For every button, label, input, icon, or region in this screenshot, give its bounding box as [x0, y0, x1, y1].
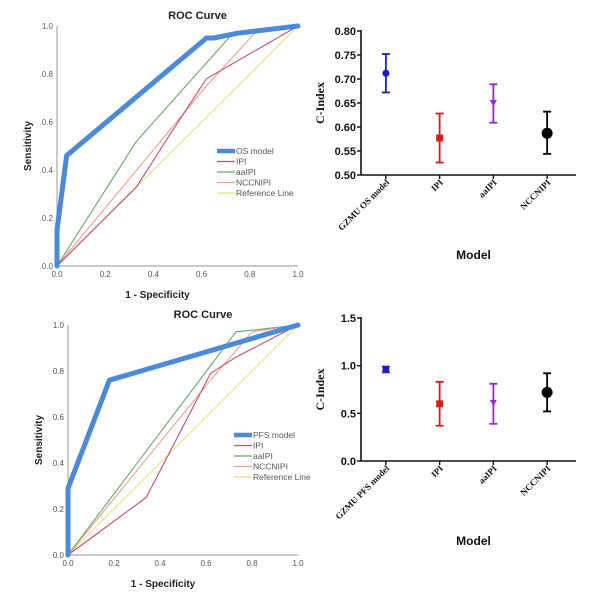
y-tick-label: 0.50	[335, 170, 356, 182]
roc-line-aaipi	[67, 324, 299, 556]
roc-line-ipi	[56, 25, 299, 267]
x-tick-label: aaIPI	[477, 177, 500, 200]
x-axis-label: Model	[456, 248, 491, 262]
x-tick-label: 0.8	[244, 270, 256, 279]
data-point	[382, 69, 390, 77]
x-tick-label: 0.6	[196, 270, 208, 279]
y-tick-label: 0.0	[341, 456, 356, 468]
chart-title: ROC Curve	[174, 309, 233, 321]
x-tick-label: NCCNIPI	[518, 177, 553, 212]
x-tick-label: GZMU PFS model	[333, 463, 391, 521]
y-tick-label: 0.65	[335, 98, 356, 110]
legend-label: Reference Line	[236, 188, 294, 198]
x-axis-label: Model	[456, 534, 491, 548]
data-point	[436, 400, 444, 408]
y-tick-label: 1.0	[53, 321, 65, 330]
x-tick-label: GZMU OS model	[336, 177, 392, 233]
y-tick-label: 0.80	[335, 26, 356, 38]
roc-line-ipi	[67, 324, 299, 556]
y-tick-label: 0.2	[42, 214, 54, 223]
y-tick-label: 0.4	[42, 166, 54, 175]
roc-chart-2: ROC Curve 0.0 0.2 0.4 0.6 0.8 1.0 0.0 0.2 0.4 0.6 0…	[34, 309, 311, 590]
x-axis-label: 1 - Specificity	[131, 579, 196, 590]
data-point	[541, 127, 553, 139]
x-tick-label: 0.0	[51, 270, 63, 279]
roc-chart-0: ROC Curve 0.0 0.2 0.4 0.6 0.8 1.0 0.0 0.2 0.4 0.6 0…	[23, 10, 304, 301]
y-axis-label: C-Index	[313, 82, 327, 124]
legend-label: OS model	[236, 146, 274, 156]
data-point	[489, 100, 497, 107]
x-tick-label: IPI	[429, 177, 445, 193]
roc-line-reference-line	[67, 324, 299, 556]
x-axis-label: 1 - Specificity	[125, 290, 190, 301]
y-tick-label: 1.0	[341, 361, 356, 373]
y-tick-label: 0.0	[42, 262, 54, 271]
x-tick-label: 0.8	[246, 559, 258, 568]
y-tick-label: 0.5	[341, 408, 356, 420]
data-point	[541, 386, 553, 398]
y-tick-label: 0.8	[53, 367, 65, 376]
x-tick-label: 0.2	[108, 559, 120, 568]
x-tick-label: 0.4	[148, 270, 160, 279]
cindex-chart-3: 0.0 0.5 1.0 1.5 C-Index GZMU PFS model IPI aaIP…	[313, 313, 576, 548]
legend-label: aaIPI	[236, 167, 256, 177]
data-point	[382, 365, 390, 373]
legend-label: aaIPI	[253, 451, 273, 461]
y-axis-label: Sensitivity	[23, 121, 34, 171]
x-tick-label: 0.4	[154, 559, 166, 568]
y-tick-label: 1.5	[341, 313, 356, 325]
y-tick-label: 0.75	[335, 50, 356, 62]
y-tick-label: 0.70	[335, 74, 356, 86]
chart-title: ROC Curve	[168, 10, 227, 22]
roc-line-os-model	[54, 23, 301, 269]
y-axis-label: C-Index	[313, 368, 327, 410]
x-tick-label: 0.6	[200, 559, 212, 568]
y-axis-label: Sensitivity	[34, 415, 45, 465]
roc-line-nccnipi	[67, 324, 299, 556]
y-tick-label: 0.4	[53, 459, 65, 468]
y-tick-label: 0.6	[53, 413, 65, 422]
data-point	[436, 134, 444, 142]
y-tick-label: 0.8	[42, 70, 54, 79]
y-tick-label: 0.2	[53, 505, 65, 514]
y-tick-label: 0.0	[53, 551, 65, 560]
cindex-chart-1: 0.50 0.55 0.60 0.65 0.70 0.75 0.80 C-Index GZMU …	[313, 26, 576, 262]
legend-label: IPI	[236, 157, 246, 167]
x-tick-label: IPI	[429, 463, 445, 479]
x-tick-label: NCCNIPI	[518, 463, 553, 498]
y-tick-label: 0.60	[335, 122, 356, 134]
x-tick-label: 0.0	[62, 559, 74, 568]
x-tick-label: 1.0	[292, 270, 304, 279]
x-tick-label: aaIPI	[477, 463, 500, 486]
data-point	[489, 399, 497, 407]
x-tick-label: 0.2	[100, 270, 112, 279]
legend-label: Reference Line	[253, 472, 311, 482]
y-tick-label: 1.0	[42, 22, 54, 31]
legend-label: NCCNIPI	[236, 178, 271, 188]
roc-line-pfs-model	[65, 322, 301, 558]
y-tick-label: 0.55	[335, 146, 356, 158]
legend-label: NCCNIPI	[253, 462, 288, 472]
legend-label: IPI	[253, 441, 263, 451]
y-tick-label: 0.6	[42, 118, 54, 127]
legend-label: PFS model	[253, 430, 295, 440]
x-tick-label: 1.0	[292, 559, 304, 568]
